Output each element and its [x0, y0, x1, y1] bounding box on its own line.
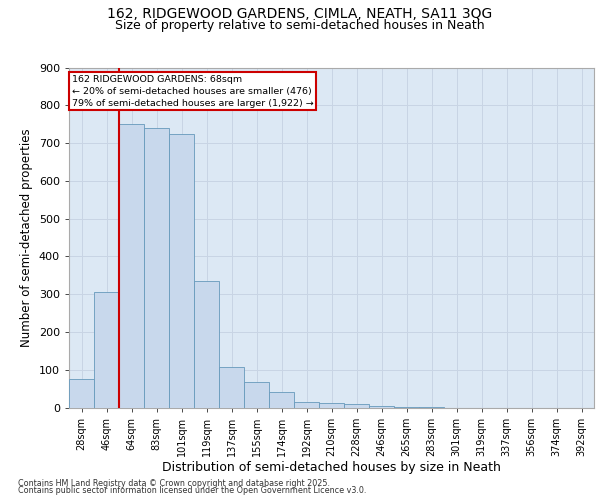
Y-axis label: Number of semi-detached properties: Number of semi-detached properties [20, 128, 33, 347]
Bar [269, 392, 294, 407]
Bar [94, 292, 119, 408]
Text: 162, RIDGEWOOD GARDENS, CIMLA, NEATH, SA11 3QG: 162, RIDGEWOOD GARDENS, CIMLA, NEATH, SA… [107, 8, 493, 22]
Text: 162 RIDGEWOOD GARDENS: 68sqm
← 20% of semi-detached houses are smaller (476)
79%: 162 RIDGEWOOD GARDENS: 68sqm ← 20% of se… [71, 75, 313, 108]
Text: Size of property relative to semi-detached houses in Neath: Size of property relative to semi-detach… [115, 19, 485, 32]
Bar [194, 281, 219, 407]
Bar [219, 366, 244, 408]
Bar [344, 404, 369, 407]
Text: Contains HM Land Registry data © Crown copyright and database right 2025.: Contains HM Land Registry data © Crown c… [18, 478, 330, 488]
Bar [394, 406, 419, 408]
Bar [319, 403, 344, 407]
Bar [119, 124, 144, 408]
Bar [144, 128, 169, 407]
Bar [69, 379, 94, 408]
X-axis label: Distribution of semi-detached houses by size in Neath: Distribution of semi-detached houses by … [162, 462, 501, 474]
Bar [169, 134, 194, 407]
Bar [244, 382, 269, 407]
Bar [369, 406, 394, 407]
Bar [294, 402, 319, 407]
Text: Contains public sector information licensed under the Open Government Licence v3: Contains public sector information licen… [18, 486, 367, 495]
